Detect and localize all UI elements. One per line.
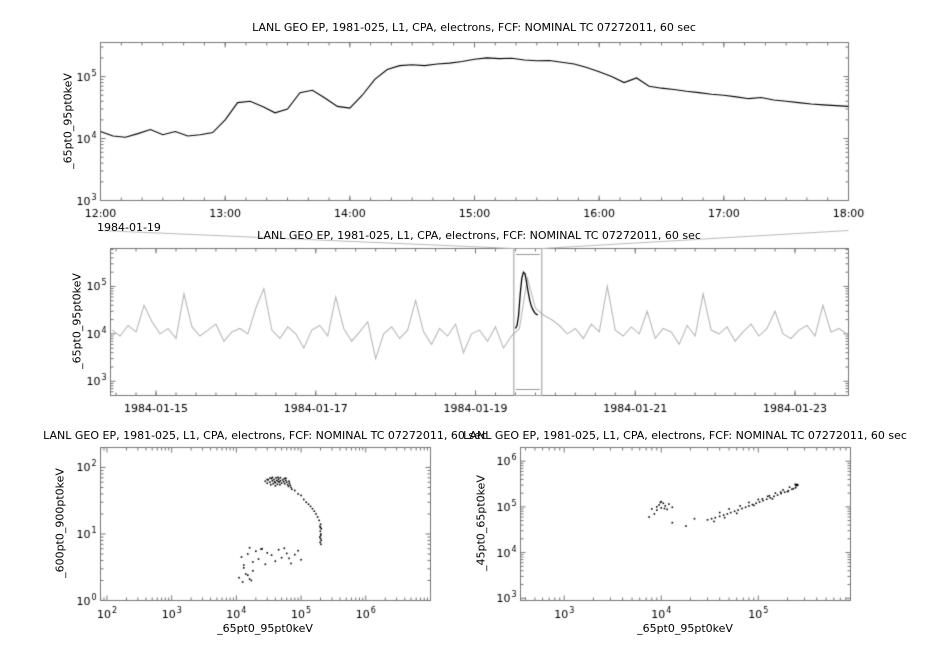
panel3-xlabel: _65pt0_95pt0keV: [217, 622, 313, 635]
panel3-ylabel: _600pt0_900pt0keV: [53, 468, 67, 578]
panel4-ylabel: _45pt0_65pt0keV: [474, 475, 488, 571]
panel2-ylabel: _65pt0_95pt0keV: [70, 273, 84, 369]
panel4-xlabel: _65pt0_95pt0keV: [637, 622, 733, 635]
panel3-title: LANL GEO EP, 1981-025, L1, CPA, electron…: [43, 429, 487, 442]
panel4-title: LANL GEO EP, 1981-025, L1, CPA, electron…: [463, 429, 907, 442]
panel1-date-label: 1984-01-19: [97, 221, 161, 234]
panel2-title: LANL GEO EP, 1981-025, L1, CPA, electron…: [257, 229, 701, 242]
panel1-title: LANL GEO EP, 1981-025, L1, CPA, electron…: [252, 21, 696, 34]
panel1-ylabel: _65pt0_95pt0keV: [61, 73, 75, 169]
